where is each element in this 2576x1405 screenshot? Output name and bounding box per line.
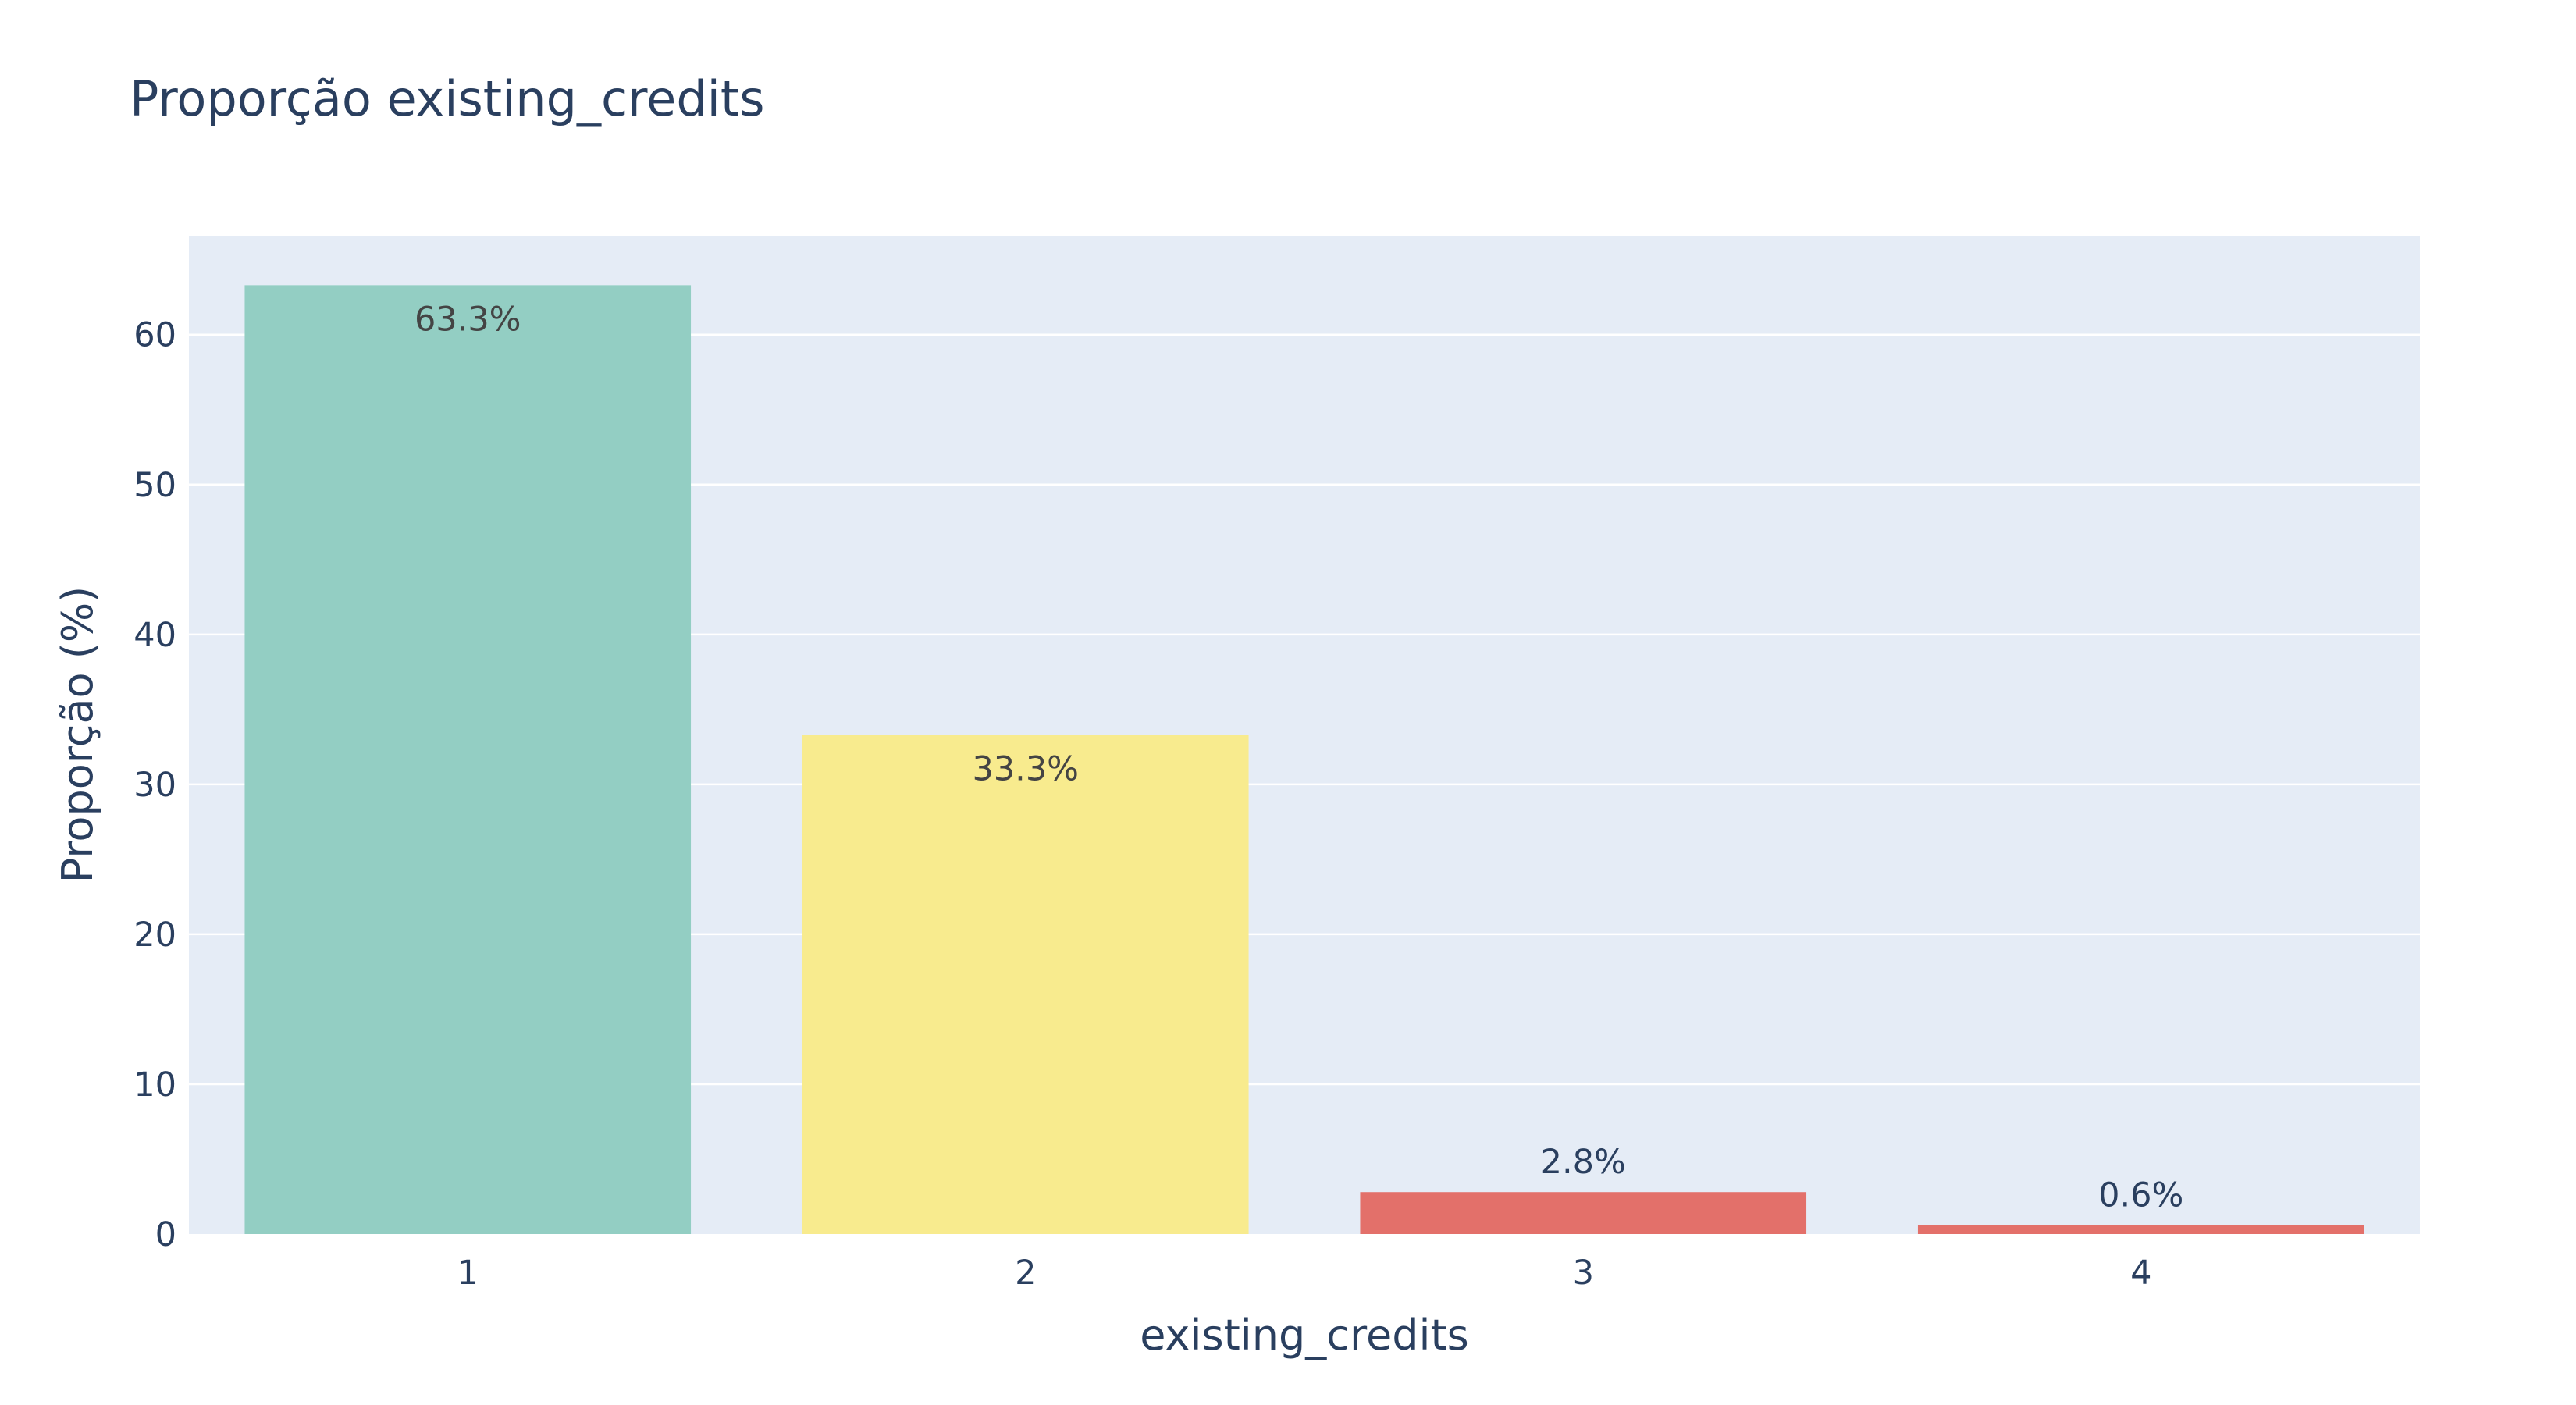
data-label-4: 0.6% xyxy=(2098,1176,2183,1215)
chart-title: Proporção existing_credits xyxy=(130,70,765,127)
y-tick-label: 0 xyxy=(155,1215,176,1254)
x-axis-ticks: 1 2 3 4 xyxy=(457,1254,2152,1293)
y-tick-label: 60 xyxy=(133,316,176,355)
data-label-2: 33.3% xyxy=(972,750,1079,789)
data-labels: 63.3% 33.3% 2.8% 0.6% xyxy=(415,300,2183,1215)
y-tick-label: 10 xyxy=(133,1065,176,1104)
y-axis-title: Proporção (%) xyxy=(53,586,102,883)
x-tick-label: 4 xyxy=(2130,1254,2151,1293)
x-tick-label: 3 xyxy=(1573,1254,1594,1293)
bar-3 xyxy=(1360,1192,1807,1234)
bars xyxy=(244,285,2364,1234)
y-tick-label: 50 xyxy=(133,466,176,505)
x-tick-label: 1 xyxy=(457,1254,479,1293)
y-tick-label: 30 xyxy=(133,766,176,805)
data-label-1: 63.3% xyxy=(415,300,521,339)
y-tick-label: 20 xyxy=(133,916,176,955)
x-tick-label: 2 xyxy=(1015,1254,1036,1293)
data-label-3: 2.8% xyxy=(1541,1143,1626,1182)
y-tick-label: 40 xyxy=(133,616,176,655)
x-axis-title: existing_credits xyxy=(1140,1311,1469,1360)
y-axis-ticks: 0 10 20 30 40 50 60 xyxy=(133,316,176,1254)
bar-4 xyxy=(1917,1225,2364,1234)
bar-1 xyxy=(244,285,692,1234)
bar-2 xyxy=(802,735,1249,1234)
